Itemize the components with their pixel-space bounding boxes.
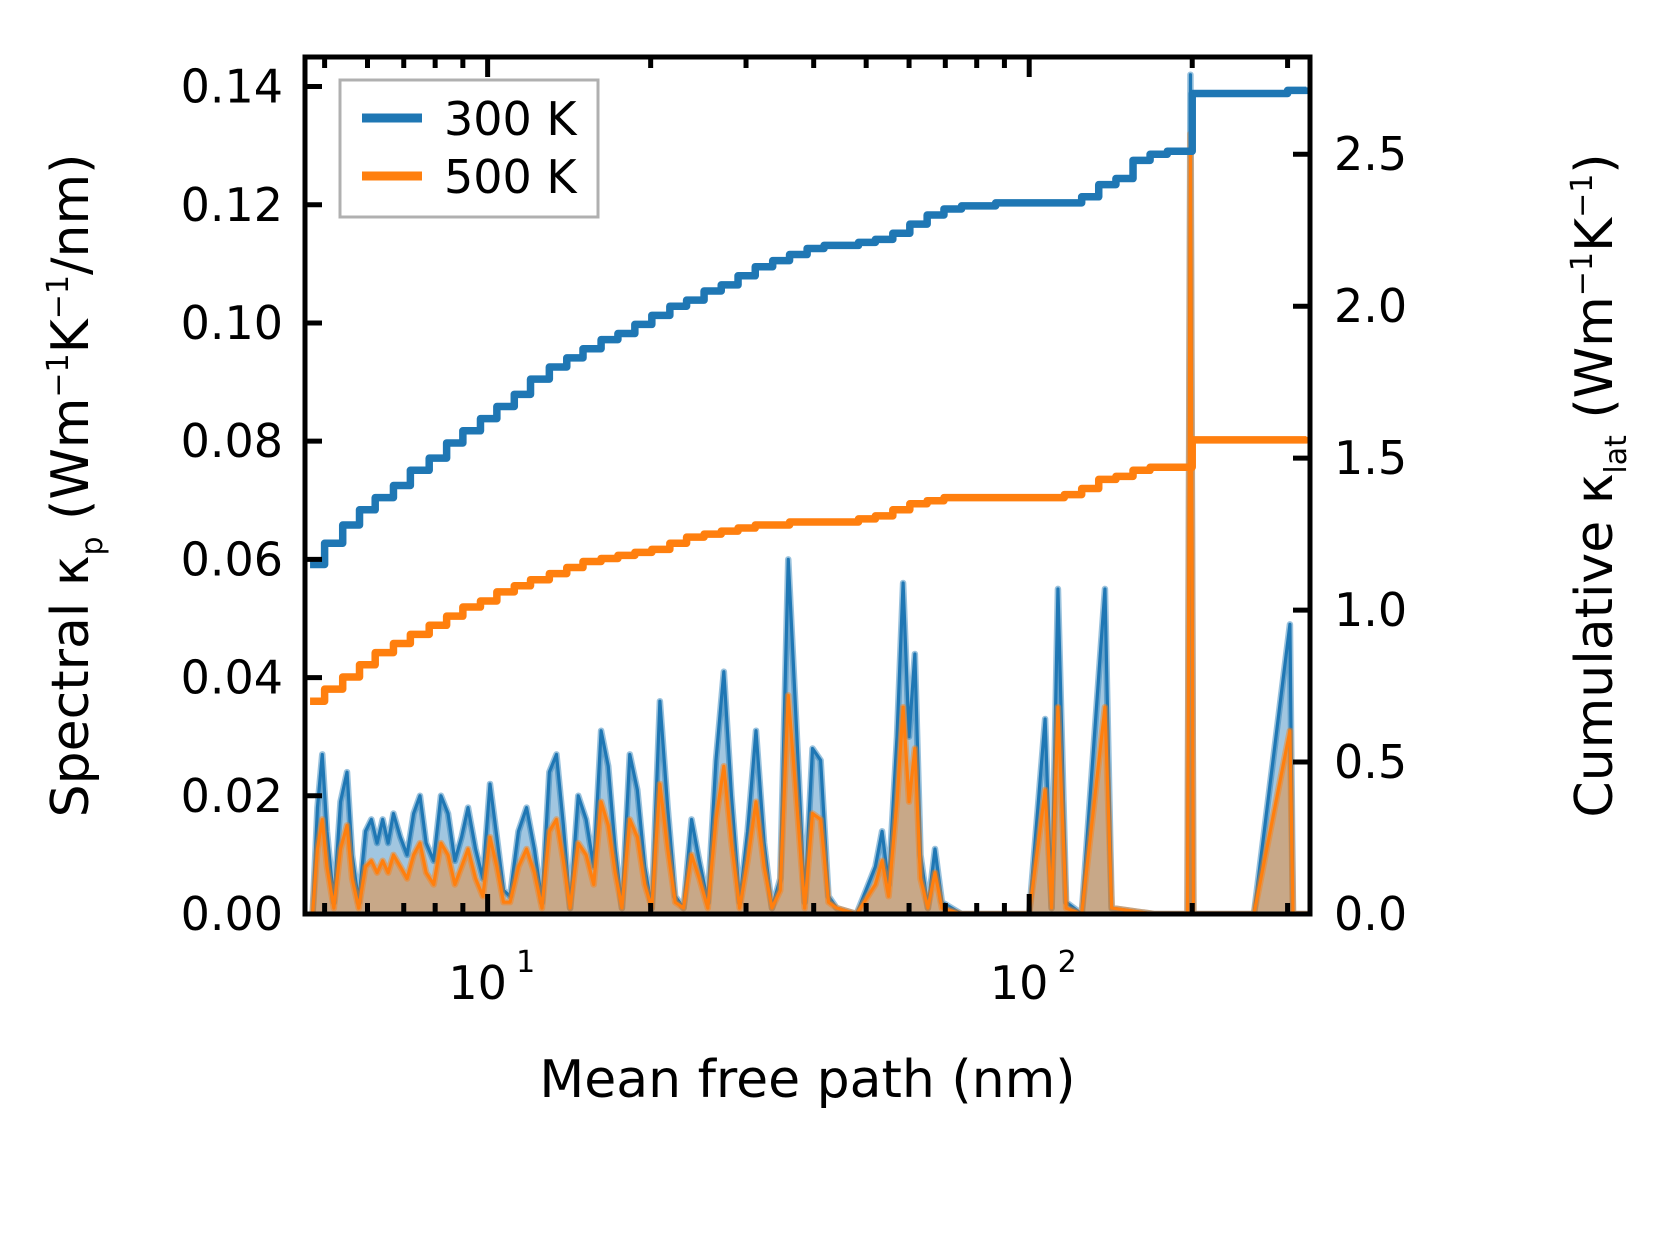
- right-tick-label: 1.5: [1334, 431, 1407, 485]
- spectral-area-300-k-spectral: [312, 74, 1307, 915]
- right-tick-label: 0.5: [1334, 735, 1407, 789]
- spectral-line-500-k-spectral: [310, 132, 1309, 916]
- right-tick-label: 2.5: [1334, 127, 1407, 181]
- left-tick-label: 0.04: [181, 651, 283, 705]
- x-tick-label-group: 10 2: [990, 945, 1077, 1010]
- x-tick-label-group: 10 1: [448, 945, 535, 1010]
- svg-text:Cumulative κlat (Wm−1K−1): Cumulative κlat (Wm−1K−1): [1565, 153, 1634, 817]
- left-tick-label: 0.10: [181, 296, 283, 350]
- x-tick-label: 10: [448, 956, 507, 1010]
- cumulative-line-500-k-cumulative: [310, 436, 1310, 706]
- x-axis-title: Mean free path (nm): [539, 1050, 1075, 1110]
- left-axis-title: Spectral κp (Wm−1K−1/nm): [41, 154, 110, 818]
- left-tick-label: 0.08: [181, 414, 283, 468]
- right-axis-title: Cumulative κlat (Wm−1K−1): [1565, 153, 1634, 817]
- axis-ticks: [305, 57, 1310, 917]
- left-tick-label: 0.12: [181, 178, 283, 232]
- legend-label-500-k[interactable]: 500 K: [444, 150, 578, 204]
- right-tick-label: 1.0: [1334, 583, 1407, 637]
- axis-tick-labels: 0.00 0.02 0.04 0.06 0.08 0.10 0.12 0.14 0.0 0.5 1.…: [181, 60, 1408, 1010]
- left-tick-label: 0.14: [181, 60, 283, 114]
- left-tick-label: 0.02: [181, 769, 283, 823]
- cumulative-line-300-k-cumulative: [310, 86, 1310, 569]
- axes-frame: [302, 54, 1313, 917]
- x-tick-exponent: 1: [516, 945, 535, 980]
- cumulative-line-layer: [310, 86, 1310, 706]
- spectral-line-layer: [309, 71, 1310, 916]
- legend-label-300-k[interactable]: 300 K: [444, 92, 578, 146]
- right-tick-label: 0.0: [1334, 887, 1407, 941]
- axis-titles: Spectral κp (Wm−1K−1/nm) Cumulative κlat …: [41, 153, 1634, 1110]
- svg-text:Spectral κp (Wm−1K−1/nm): Spectral κp (Wm−1K−1/nm): [41, 154, 110, 818]
- x-tick-exponent: 2: [1058, 945, 1077, 980]
- right-tick-label: 2.0: [1334, 279, 1407, 333]
- left-tick-label: 0.06: [181, 532, 283, 586]
- plot-frame: [302, 54, 1313, 917]
- left-tick-label: 0.00: [181, 887, 283, 941]
- legend-box: [338, 78, 600, 219]
- x-tick-label: 10: [990, 956, 1049, 1010]
